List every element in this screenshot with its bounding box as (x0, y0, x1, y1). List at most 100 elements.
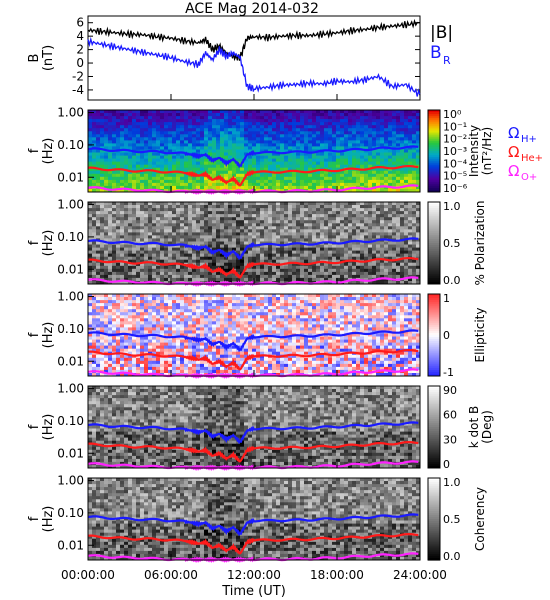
heatmap-cell (212, 253, 217, 258)
heatmap-cell (392, 281, 397, 285)
heatmap-cell (124, 205, 129, 209)
heatmap-cell (116, 202, 121, 206)
heatmap-cell (360, 250, 365, 255)
heatmap-cell (260, 208, 265, 212)
heatmap-cell (272, 223, 277, 227)
heatmap-cell (348, 223, 353, 227)
heatmap-cell (180, 229, 185, 233)
heatmap-cell (112, 217, 117, 221)
heatmap-cell (368, 143, 373, 147)
heatmap-cell (112, 369, 117, 374)
heatmap-cell (412, 125, 417, 129)
heatmap-cell (188, 232, 193, 236)
heatmap-cell (372, 158, 377, 163)
heatmap-cell (328, 125, 333, 129)
heatmap-cell (124, 119, 129, 123)
heatmap-cell (332, 268, 337, 273)
heatmap-cell (88, 137, 93, 141)
heatmap-cell (220, 235, 225, 239)
heatmap-cell (236, 223, 241, 227)
heatmap-cell (144, 223, 149, 227)
colorbar-cell (428, 138, 440, 142)
heatmap-cell (268, 128, 273, 132)
heatmap-cell (112, 170, 117, 175)
heatmap-cell (408, 238, 413, 242)
heatmap-cell (372, 214, 377, 218)
heatmap-cell (400, 235, 405, 239)
heatmap-cell (280, 134, 285, 138)
heatmap-cell (328, 259, 333, 264)
heatmap-cell (316, 277, 321, 282)
heatmap-cell (372, 281, 377, 285)
heatmap-cell (184, 217, 189, 221)
heatmap-cell (352, 217, 357, 221)
heatmap-cell (92, 208, 97, 212)
heatmap-cell (328, 131, 333, 135)
colorbar-cell (428, 273, 440, 277)
heatmap-cell (264, 256, 269, 261)
heatmap-cell (360, 164, 365, 169)
heatmap-cell (304, 253, 309, 258)
heatmap-cell (120, 250, 125, 255)
heatmap-cell (148, 220, 153, 224)
heatmap-cell (128, 321, 133, 325)
heatmap-cell (216, 238, 221, 242)
heatmap-cell (88, 373, 93, 377)
heatmap-cell (116, 357, 121, 362)
heatmap-cell (284, 134, 289, 138)
heatmap-cell (416, 247, 421, 252)
heatmap-cell (144, 232, 149, 236)
heatmap-cell (120, 226, 125, 230)
heatmap-cell (240, 202, 245, 206)
heatmap-cell (112, 122, 117, 126)
heatmap-cell (368, 214, 373, 218)
heatmap-cell (400, 247, 405, 252)
heatmap-cell (124, 306, 129, 310)
heatmap-cell (96, 315, 101, 319)
heatmap-cell (240, 262, 245, 267)
heatmap-cell (340, 232, 345, 236)
heatmap-cell (252, 223, 257, 227)
heatmap-cell (160, 238, 165, 242)
heatmap-cell (132, 348, 137, 353)
heatmap-cell (236, 152, 241, 156)
heatmap-cell (204, 182, 209, 187)
heatmap-cell (144, 208, 149, 212)
heatmap-cell (288, 223, 293, 227)
heatmap-cell (160, 152, 165, 156)
heatmap-cell (112, 238, 117, 242)
heatmap-cell (264, 152, 269, 156)
heatmap-cell (376, 281, 381, 285)
heatmap-cell (92, 366, 97, 371)
heatmap-cell (164, 179, 169, 184)
heatmap-cell (388, 250, 393, 255)
heatmap-cell (140, 277, 145, 282)
heatmap-cell (152, 238, 157, 242)
heatmap-cell (256, 179, 261, 184)
heatmap-cell (304, 208, 309, 212)
heatmap-cell (172, 182, 177, 187)
heatmap-cell (416, 259, 421, 264)
heatmap-cell (364, 247, 369, 252)
heatmap-cell (116, 271, 121, 276)
heatmap-cell (204, 214, 209, 218)
heatmap-cell (268, 274, 273, 279)
heatmap-cell (116, 306, 121, 310)
heatmap-cell (152, 143, 157, 147)
heatmap-cell (232, 134, 237, 138)
heatmap-cell (260, 137, 265, 141)
heatmap-cell (164, 238, 169, 242)
heatmap-cell (396, 155, 401, 160)
heatmap-cell (168, 229, 173, 233)
heatmap-cell (348, 229, 353, 233)
heatmap-cell (120, 327, 125, 331)
heatmap-cell (320, 220, 325, 224)
heatmap-cell (168, 116, 173, 120)
heatmap-cell (276, 173, 281, 178)
heatmap-cell (384, 202, 389, 206)
heatmap-cell (172, 223, 177, 227)
heatmap-cell (112, 265, 117, 270)
heatmap-cell (120, 354, 125, 359)
heatmap-cell (164, 143, 169, 147)
b-ytick-label: 6 (76, 16, 84, 30)
